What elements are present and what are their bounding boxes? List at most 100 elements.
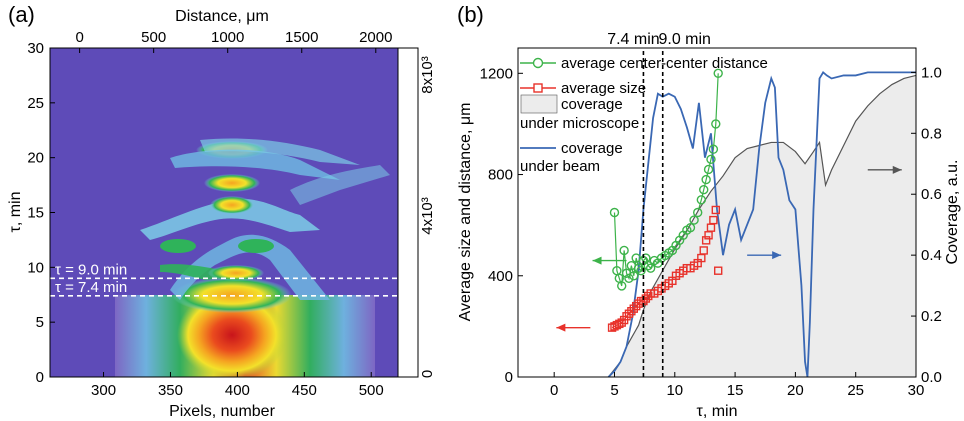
pixels-axis-title: Pixels, number bbox=[169, 403, 275, 420]
distance-axis-title: Distance, μm bbox=[175, 8, 269, 25]
legend: average center-center distance average si… bbox=[520, 55, 768, 175]
colorbar-frame bbox=[397, 47, 419, 378]
size-point bbox=[711, 205, 720, 215]
y-tick-label: 15 bbox=[27, 205, 44, 222]
x2-tick-label: 1500 bbox=[285, 29, 318, 46]
y-tick-label: 5 bbox=[36, 314, 44, 331]
size-distance-axis-title: Average size and distance, μm bbox=[457, 103, 474, 322]
x-tick-label: 300 bbox=[91, 382, 116, 399]
y2-tick-label: 0.4 bbox=[921, 247, 942, 264]
legend-microscope-swatch bbox=[520, 94, 558, 114]
distance-point bbox=[711, 119, 721, 129]
legend-distance-marker bbox=[532, 57, 544, 69]
size-point bbox=[627, 307, 636, 316]
distance-point bbox=[609, 207, 620, 218]
distance-point bbox=[617, 281, 627, 291]
y-tick-label: 1200 bbox=[480, 65, 513, 82]
x2-tick-label: 1000 bbox=[211, 29, 244, 46]
heatmap-image bbox=[50, 48, 398, 377]
y-tick-label: 400 bbox=[488, 268, 513, 285]
distance-point bbox=[629, 271, 639, 281]
vline-label-7-4: 7.4 min bbox=[607, 31, 659, 48]
distance-point bbox=[636, 266, 646, 276]
plot-area bbox=[556, 48, 916, 377]
size-point bbox=[629, 304, 638, 313]
axis-arrow-head bbox=[556, 323, 566, 332]
y-tick-label: 20 bbox=[27, 150, 44, 167]
legend-beam-label2: under beam bbox=[520, 158, 600, 175]
y-tick-label: 30 bbox=[27, 40, 44, 57]
legend-distance-label: average center-center distance bbox=[561, 55, 768, 72]
heatmap-ticks: 300 350 400 450 500 0 500 1000 1500 2000 0 5 10 15 20 2… bbox=[27, 29, 392, 399]
coverage-axis-title: Coverage, a.u. bbox=[944, 160, 961, 265]
size-point bbox=[612, 320, 622, 330]
legend-size-marker bbox=[533, 83, 543, 93]
legend-beam-label: coverage bbox=[561, 140, 623, 157]
y-tick-label: 0 bbox=[505, 369, 513, 386]
distance-point bbox=[633, 263, 644, 273]
y2-tick-label: 0.8 bbox=[921, 125, 942, 142]
x2-tick-label: 0 bbox=[75, 29, 83, 46]
x-tick-label: 10 bbox=[666, 382, 683, 399]
size-point bbox=[641, 294, 651, 303]
size-point bbox=[634, 299, 643, 308]
vline-label-9-0: 9.0 min bbox=[658, 31, 710, 48]
legend-size-label: average size bbox=[561, 80, 646, 97]
size-point bbox=[709, 215, 718, 225]
y2-tick-label: 1.0 bbox=[921, 64, 942, 81]
colorbar-label-mid: 4x10³ bbox=[419, 197, 436, 235]
tau-7-4-annotation: τ = 7.4 min bbox=[55, 279, 127, 296]
panel-label-a: (a) bbox=[8, 2, 35, 27]
y-tick-label: 800 bbox=[488, 167, 513, 184]
distance-point bbox=[696, 195, 707, 205]
size-point bbox=[714, 266, 723, 275]
y2-tick-label: 0.6 bbox=[921, 186, 942, 203]
size-point bbox=[699, 246, 708, 255]
line-panel: (b) τ, min Average size and distance, μm… bbox=[457, 2, 961, 420]
distance-point bbox=[645, 263, 656, 273]
size-point bbox=[631, 301, 641, 311]
distance-point bbox=[689, 215, 699, 225]
y-tick-label: 0 bbox=[36, 369, 44, 386]
colorbar-label-max: 8x10³ bbox=[419, 56, 436, 94]
x-tick-label: 25 bbox=[847, 382, 864, 399]
x-tick-label: 5 bbox=[610, 382, 618, 399]
distance-point bbox=[685, 222, 696, 233]
size-point bbox=[622, 312, 631, 321]
distance-point bbox=[706, 154, 716, 165]
axis-arrow-head bbox=[892, 165, 902, 174]
size-point bbox=[644, 291, 653, 301]
distance-point bbox=[713, 68, 723, 79]
tau-9-annotation: τ = 9.0 min bbox=[55, 261, 127, 278]
axis-arrow-head bbox=[592, 256, 602, 265]
x-tick-label: 15 bbox=[727, 382, 744, 399]
colorbar-label-min: 0 bbox=[419, 370, 436, 378]
x-tick-label: 450 bbox=[292, 382, 317, 399]
coverage-microscope-area bbox=[608, 75, 916, 377]
distance-point bbox=[699, 185, 709, 195]
y2-tick-label: 0.0 bbox=[921, 369, 942, 386]
size-point bbox=[701, 236, 711, 245]
plot-frame bbox=[517, 47, 917, 378]
distance-point bbox=[619, 245, 629, 256]
heatmap-panel: (a) Distance, μm Pixels, number τ, min bbox=[7, 2, 436, 420]
legend-microscope-label: coverage bbox=[561, 96, 623, 113]
x-tick-label: 0 bbox=[550, 382, 558, 399]
axis-arrow-head bbox=[772, 251, 782, 260]
y-tick-label: 25 bbox=[27, 95, 44, 112]
tau-axis-title: τ, min bbox=[7, 192, 24, 233]
panel-label-b: (b) bbox=[457, 2, 484, 27]
distance-point bbox=[624, 273, 634, 283]
distance-point bbox=[708, 144, 719, 154]
size-point bbox=[617, 318, 626, 327]
distance-point bbox=[693, 207, 703, 218]
x-tick-label: 500 bbox=[359, 382, 384, 399]
x-tick-label: 20 bbox=[787, 382, 804, 399]
size-point bbox=[624, 309, 634, 318]
x-tick-label: 350 bbox=[158, 382, 183, 399]
y-tick-label: 10 bbox=[27, 259, 44, 276]
x2-tick-label: 2000 bbox=[359, 29, 392, 46]
legend-microscope-label2: under microscope bbox=[520, 115, 639, 132]
